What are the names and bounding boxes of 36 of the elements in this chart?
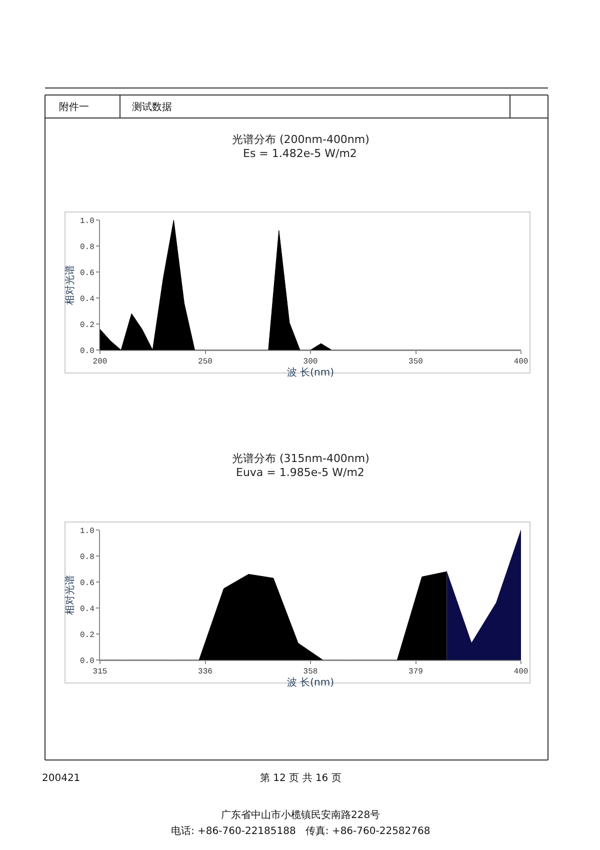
- y-tick-label: 1.0: [80, 216, 95, 226]
- text: 第 12 页 共 16 页: [260, 772, 342, 784]
- y-tick-label: 0.2: [80, 320, 95, 330]
- chart-title: 光谱分布 (315nm-400nm): [232, 452, 370, 465]
- y-tick-label: 1.0: [80, 526, 95, 536]
- y-tick-label: 0.0: [80, 656, 95, 666]
- text: 200421: [42, 773, 80, 784]
- y-tick-label: 0.6: [80, 578, 95, 588]
- text: 测试数据: [132, 101, 172, 113]
- y-axis-title: 相对光谱: [64, 575, 76, 615]
- x-tick-label: 379: [408, 668, 424, 677]
- x-axis-title: 波 长(nm): [286, 366, 334, 379]
- x-tick-label: 358: [303, 668, 318, 677]
- x-tick-label: 336: [198, 668, 213, 677]
- y-tick-label: 0.8: [80, 552, 95, 562]
- x-tick-label: 400: [514, 668, 528, 677]
- chart-subtitle: Es = 1.482e-5 W/m2: [243, 147, 357, 160]
- x-tick-label: 315: [92, 668, 108, 677]
- y-tick-label: 0.6: [80, 268, 95, 278]
- y-tick-label: 0.8: [80, 242, 95, 252]
- chart-title: 光谱分布 (200nm-400nm): [232, 133, 370, 146]
- y-tick-label: 0.4: [80, 294, 95, 304]
- chart-subtitle: Euva = 1.985e-5 W/m2: [236, 466, 364, 479]
- text: 附件一: [59, 101, 89, 113]
- y-tick-label: 0.2: [80, 630, 95, 640]
- y-tick-label: 0.4: [80, 604, 95, 614]
- y-tick-label: 0.0: [80, 346, 95, 356]
- x-tick-label: 200: [92, 358, 108, 367]
- text: 电话: +86-760-22185188 传真: +86-760-22582768: [171, 825, 430, 837]
- x-tick-label: 300: [303, 358, 318, 367]
- x-tick-label: 400: [514, 358, 528, 367]
- x-tick-label: 250: [198, 358, 213, 367]
- y-axis-title: 相对光谱: [64, 265, 76, 305]
- x-axis-title: 波 长(nm): [286, 676, 334, 689]
- text: 广东省中山市小榄镇民安南路228号: [221, 809, 380, 821]
- x-tick-label: 350: [408, 358, 424, 367]
